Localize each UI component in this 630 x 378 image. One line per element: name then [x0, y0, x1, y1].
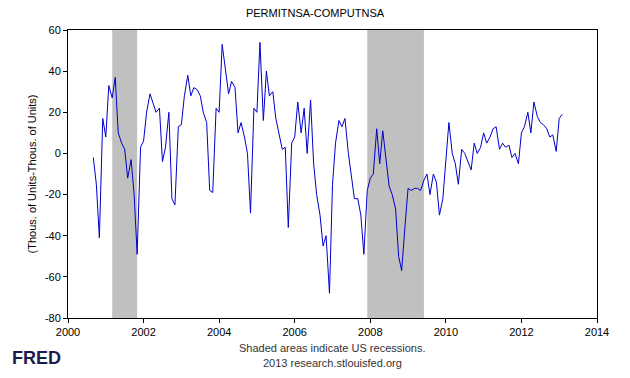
- svg-text:Shaded areas indicate US reces: Shaded areas indicate US recessions.: [239, 342, 426, 354]
- svg-text:PERMITNSA-COMPUTNSA: PERMITNSA-COMPUTNSA: [246, 7, 385, 19]
- svg-text:-80: -80: [45, 312, 61, 324]
- svg-text:2006: 2006: [282, 326, 306, 338]
- svg-text:(Thous. of Units-Thous. of Uni: (Thous. of Units-Thous. of Units): [26, 95, 38, 254]
- svg-text:40: 40: [49, 65, 61, 77]
- svg-text:2010: 2010: [434, 326, 458, 338]
- svg-text:2000: 2000: [56, 326, 80, 338]
- svg-text:2014: 2014: [585, 326, 609, 338]
- svg-text:0: 0: [55, 147, 61, 159]
- svg-text:FRED: FRED: [12, 348, 61, 368]
- svg-text:2004: 2004: [207, 326, 231, 338]
- svg-text:20: 20: [49, 106, 61, 118]
- svg-text:2008: 2008: [358, 326, 382, 338]
- svg-text:2002: 2002: [131, 326, 155, 338]
- svg-text:2013 research.stlouisfed.org: 2013 research.stlouisfed.org: [263, 357, 402, 369]
- svg-text:60: 60: [49, 24, 61, 36]
- svg-text:-20: -20: [45, 188, 61, 200]
- svg-text:2012: 2012: [509, 326, 533, 338]
- svg-text:-60: -60: [45, 271, 61, 283]
- svg-text:-40: -40: [45, 230, 61, 242]
